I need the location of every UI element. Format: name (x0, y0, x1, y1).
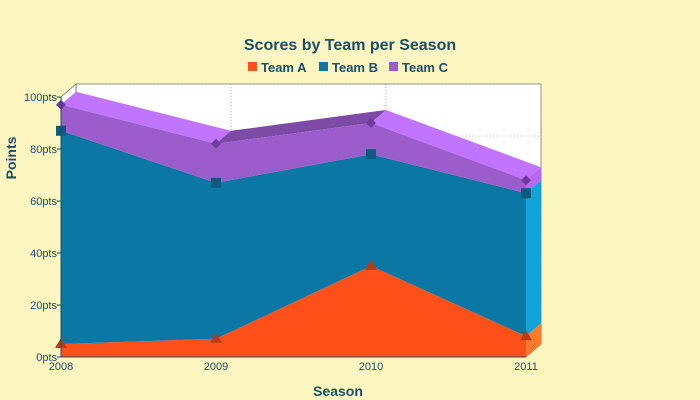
area-front-team-a (61, 266, 526, 357)
x-tick-label: 2009 (204, 361, 228, 373)
area-front-team-c (61, 104, 526, 194)
legend-label-team-b: Team B (332, 60, 378, 75)
area-side-team-c (526, 167, 541, 194)
x-tick-label: 2011 (514, 361, 538, 373)
legend-swatch-team-a (248, 62, 257, 71)
y-tick-label: 40pts (30, 248, 57, 260)
marker-team-a (365, 260, 377, 270)
area-top-team-c (371, 110, 541, 181)
legend: Team A Team B Team C (248, 60, 449, 75)
x-tick-label: 2008 (49, 361, 73, 373)
area-front-team-b (61, 130, 526, 344)
area-side-team-a (526, 323, 541, 357)
area-side-team-b (526, 180, 541, 337)
x-axis-title: Season (313, 383, 363, 399)
legend-label-team-a: Team A (261, 60, 307, 75)
marker-team-b (211, 177, 221, 188)
marker-team-c (211, 138, 221, 149)
y-tick-label: 100pts (24, 92, 58, 104)
plot-area: 0pts 20pts 40pts 60pts 80pts 100pts 2008 2009 20… (24, 83, 542, 373)
marker-team-b (521, 188, 531, 199)
marker-team-a (520, 330, 532, 341)
y-tick-label: 20pts (30, 300, 57, 312)
marker-team-b (366, 149, 376, 160)
y-tick-label: 60pts (30, 196, 57, 208)
x-tick-label: 2010 (359, 361, 383, 373)
y-tick-label: 80pts (30, 144, 57, 156)
area-top-team-c (61, 91, 231, 144)
marker-team-a (210, 332, 222, 343)
marker-team-c (366, 118, 376, 128)
y-axis-title: Points (3, 136, 19, 179)
legend-swatch-team-c (389, 62, 398, 71)
marker-team-c (521, 175, 531, 186)
legend-label-team-c: Team C (402, 60, 449, 75)
legend-swatch-team-b (319, 62, 328, 71)
y-tick-label: 0pts (36, 352, 57, 364)
chart-title: Scores by Team per Season (244, 37, 456, 54)
area-top-team-c (216, 110, 386, 144)
